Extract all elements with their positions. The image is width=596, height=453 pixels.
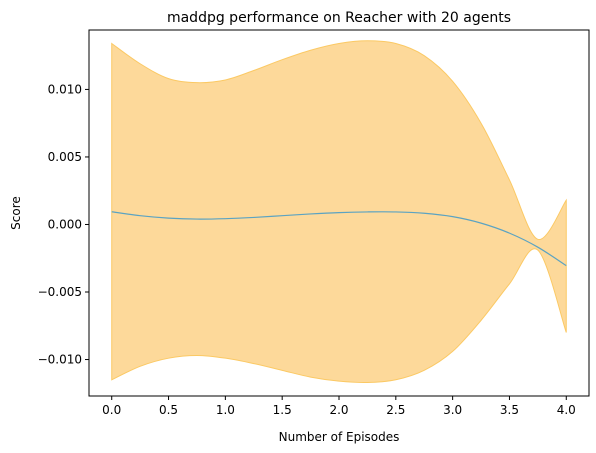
x-tick-label: 3.0 xyxy=(443,403,462,417)
confidence-band xyxy=(111,40,567,384)
y-axis: −0.010 −0.005 0.000 0.005 0.010 xyxy=(38,82,89,367)
y-tick-label: 0.005 xyxy=(48,150,82,164)
y-axis-label: Score xyxy=(9,196,23,230)
x-tick-label: 0.0 xyxy=(102,403,121,417)
score-line xyxy=(111,211,567,267)
plot-area xyxy=(111,40,567,384)
y-tick-label: −0.010 xyxy=(38,353,82,367)
x-tick-label: 1.0 xyxy=(216,403,235,417)
x-tick-label: 0.5 xyxy=(159,403,178,417)
x-axis-label: Number of Episodes xyxy=(279,430,400,444)
x-tick-label: 2.5 xyxy=(386,403,405,417)
y-tick-label: −0.005 xyxy=(38,285,82,299)
x-tick-label: 2.0 xyxy=(329,403,348,417)
x-tick-label: 3.5 xyxy=(500,403,519,417)
x-tick-label: 1.5 xyxy=(273,403,292,417)
y-tick-label: 0.010 xyxy=(48,82,82,96)
y-tick-label: 0.000 xyxy=(48,217,82,231)
x-axis: 0.0 0.5 1.0 1.5 2.0 2.5 3.0 3.5 4.0 xyxy=(102,396,576,417)
chart-title: maddpg performance on Reacher with 20 ag… xyxy=(167,10,511,26)
x-tick-label: 4.0 xyxy=(557,403,576,417)
